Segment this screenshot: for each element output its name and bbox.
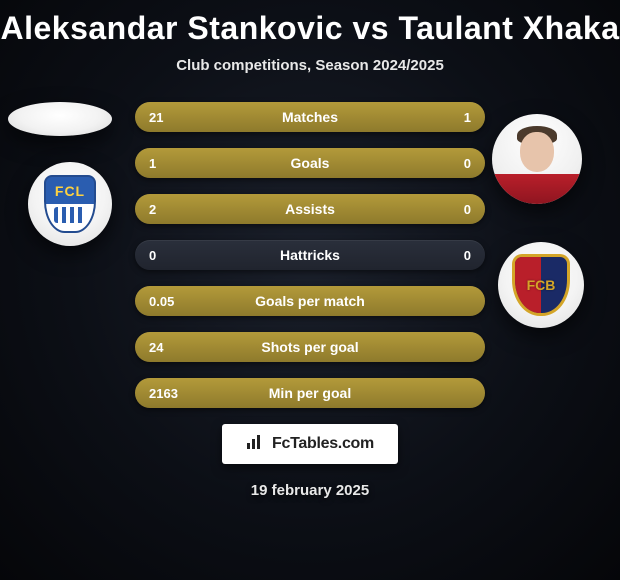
stat-row: 2Assists0: [135, 194, 485, 224]
stat-row: 21Matches1: [135, 102, 485, 132]
stat-fill-left: [135, 286, 485, 316]
stat-fill-left: [135, 148, 485, 178]
comparison-stage: FCL FCB 21Matches1 1Goals0 2Assists0 0Hattr…: [0, 102, 620, 408]
player2-avatar: [492, 114, 582, 204]
page-subtitle: Club competitions, Season 2024/2025: [0, 57, 620, 74]
stat-fill-left: [135, 332, 485, 362]
stat-row: 24Shots per goal: [135, 332, 485, 362]
stat-row: 1Goals0: [135, 148, 485, 178]
stat-fill-left: [135, 194, 485, 224]
snapshot-date: 19 february 2025: [0, 482, 620, 499]
stat-row: 0.05Goals per match: [135, 286, 485, 316]
stat-fill-left: [135, 378, 485, 408]
club2-badge: FCB: [498, 242, 584, 328]
club2-abbr: FCB: [515, 277, 567, 293]
club1-badge: FCL: [28, 162, 112, 246]
stat-label: Hattricks: [135, 240, 485, 270]
stat-fill-left: [135, 102, 468, 132]
stat-row: 2163Min per goal: [135, 378, 485, 408]
player1-avatar: [8, 102, 112, 136]
stat-fill-right: [468, 102, 486, 132]
stat-value-right: 0: [464, 240, 471, 270]
chart-icon: [246, 434, 264, 455]
page-title: Aleksandar Stankovic vs Taulant Xhaka: [0, 0, 620, 47]
stat-row: 0Hattricks0: [135, 240, 485, 270]
brand-badge: FcTables.com: [222, 424, 398, 464]
stat-value-left: 0: [149, 240, 156, 270]
club1-abbr: FCL: [46, 183, 94, 199]
stat-bars: 21Matches1 1Goals0 2Assists0 0Hattricks0 0.0…: [135, 102, 485, 408]
brand-text: FcTables.com: [272, 435, 374, 453]
